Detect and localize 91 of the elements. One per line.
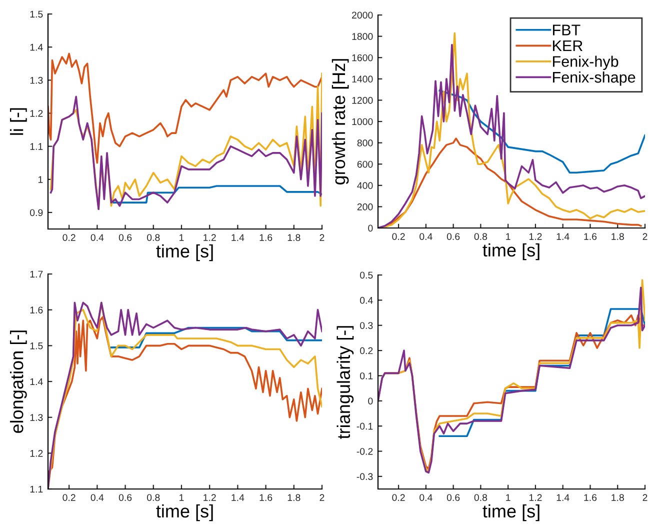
x-tick-label: 0.8 <box>147 494 160 501</box>
y-tick-label: 200 <box>357 203 373 210</box>
x-tick-label: 1 <box>506 233 510 240</box>
x-tick-label: 0.4 <box>420 494 432 501</box>
y-tick-label: 1800 <box>352 33 373 40</box>
x-tick-label: 0.4 <box>420 233 432 240</box>
y-tick-label: -0.1 <box>356 422 373 430</box>
x-tick-label: 1.6 <box>260 494 272 501</box>
line-series <box>438 90 645 174</box>
y-tick-label: 0.1 <box>360 372 373 380</box>
y-tick-label: 2000 <box>352 12 373 19</box>
x-axis-title: time [s] <box>156 504 213 522</box>
y-tick-label: 600 <box>357 160 373 168</box>
y-tick-label: 0 <box>368 224 373 232</box>
y-tick-label: 1.2 <box>30 450 43 457</box>
x-tick-label: 1.2 <box>204 234 216 241</box>
y-tick-label: 1.4 <box>30 44 43 51</box>
x-tick-label: 1.8 <box>612 494 624 501</box>
y-tick-label: 1.1 <box>30 143 43 150</box>
x-axis-title: time [s] <box>482 243 540 260</box>
y-tick-label: 1600 <box>352 54 373 62</box>
legend-label: Fenix-shape <box>553 71 636 86</box>
x-tick-label: 0.6 <box>446 494 460 501</box>
x-tick-label: 0.6 <box>446 233 460 240</box>
x-tick-label: 0.8 <box>147 234 160 241</box>
x-tick-label: 0.2 <box>392 494 405 501</box>
legend-label: FBT <box>553 24 580 36</box>
y-tick-label: -0.2 <box>356 448 373 455</box>
x-tick-label: 2 <box>642 494 648 501</box>
x-tick-label: 2 <box>320 494 324 501</box>
y-tick-label: 800 <box>357 140 373 146</box>
y-tick-label: 0.4 <box>360 296 373 304</box>
x-tick-label: 1.6 <box>260 234 272 241</box>
y-tick-label: 0 <box>368 398 373 404</box>
line-series <box>110 326 322 348</box>
y-tick-label: 0.5 <box>360 272 373 279</box>
x-tick-label: 2 <box>320 234 324 241</box>
x-axis-title: time [s] <box>482 504 540 522</box>
y-tick-label: 0.3 <box>360 322 373 329</box>
x-axis-title: time [s] <box>156 244 213 262</box>
y-axis-title: triangularity [-] <box>336 326 354 439</box>
x-tick-label: 1.4 <box>232 234 244 241</box>
y-tick-label: 1.3 <box>30 414 43 421</box>
y-tick-label: 1.6 <box>30 306 43 314</box>
y-tick-label: 1.7 <box>30 270 43 278</box>
x-tick-label: 0.8 <box>474 233 488 240</box>
y-tick-label: 0.2 <box>360 347 373 354</box>
line-series <box>50 96 322 210</box>
x-tick-label: 0.4 <box>90 494 104 501</box>
x-tick-label: 0.8 <box>474 494 488 501</box>
y-tick-label: 1.5 <box>30 10 43 18</box>
legend-label: Fenix-hyb <box>553 56 618 70</box>
x-tick-label: 1.4 <box>556 494 570 501</box>
x-tick-label: 0.6 <box>118 234 132 241</box>
y-tick-label: 400 <box>357 182 373 190</box>
y-tick-label: -0.3 <box>356 473 373 480</box>
y-axis-title: elongation [-] <box>10 330 27 433</box>
x-tick-label: 1.8 <box>288 234 300 241</box>
y-tick-label: 1400 <box>352 76 373 83</box>
x-tick-label: 1.8 <box>288 494 300 501</box>
x-tick-label: 0.2 <box>62 234 76 241</box>
x-tick-label: 1 <box>180 234 184 241</box>
y-tick-label: 1.2 <box>30 110 43 117</box>
x-tick-label: 1.8 <box>612 233 624 240</box>
y-axis-title: growth rate [Hz] <box>332 59 349 184</box>
x-tick-label: 0.2 <box>62 494 76 501</box>
x-tick-label: 1 <box>180 494 184 501</box>
legend-label: KER <box>553 40 582 52</box>
x-tick-label: 1.6 <box>584 494 597 501</box>
x-tick-label: 1 <box>506 494 510 501</box>
y-axis-title: li [-] <box>10 108 27 135</box>
y-tick-label: 1 <box>38 176 43 183</box>
x-tick-label: 0.2 <box>392 233 405 240</box>
x-tick-label: 1.2 <box>529 233 542 240</box>
x-tick-label: 1.6 <box>584 233 597 240</box>
y-tick-label: 1.5 <box>30 342 43 350</box>
line-series <box>48 52 322 164</box>
x-tick-label: 0.4 <box>90 234 104 241</box>
x-tick-label: 1.4 <box>232 494 244 501</box>
x-tick-label: 1.2 <box>529 494 542 501</box>
x-tick-label: 1.4 <box>556 233 570 240</box>
y-tick-label: 1.3 <box>30 76 43 84</box>
y-tick-label: 1000 <box>352 118 373 126</box>
y-tick-label: 0.9 <box>30 209 43 216</box>
line-series <box>110 185 322 204</box>
y-tick-label: 1.1 <box>30 486 43 493</box>
y-tick-label: 1.4 <box>30 378 43 386</box>
x-tick-label: 1.2 <box>204 494 216 501</box>
x-tick-label: 2 <box>642 233 648 240</box>
y-tick-label: 1200 <box>352 96 373 104</box>
x-tick-label: 0.6 <box>118 494 132 501</box>
